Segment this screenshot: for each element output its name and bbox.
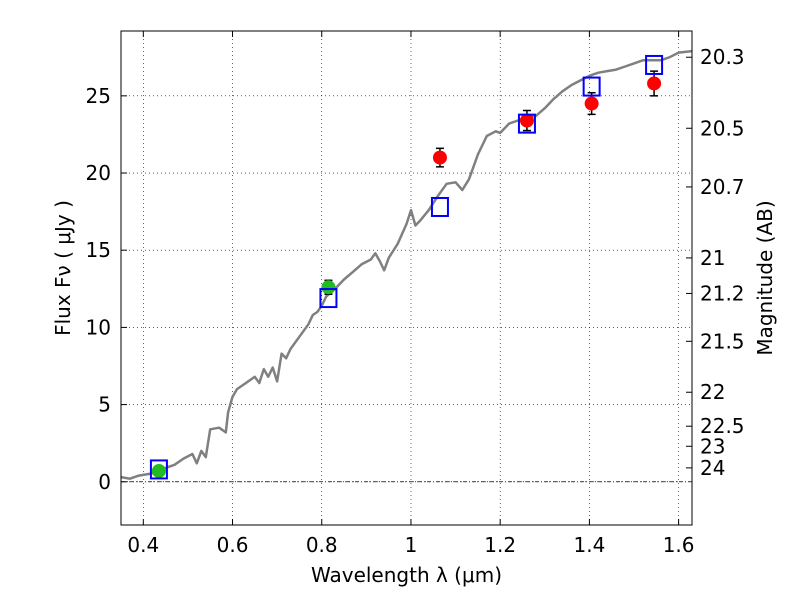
x-tick-label: 0.4: [127, 533, 159, 557]
observed-point: [584, 96, 599, 111]
axis-ticks: 0.4 0.6 0.8 1 1.2 1.4 1.6 0 5 10 15 20 25 20.3 20.5 20.…: [86, 31, 745, 557]
y-tick-label: 15: [86, 238, 111, 262]
y-tick-label: 10: [86, 315, 111, 339]
model-photometry-square: [430, 196, 449, 217]
y2-tick-label: 20.3: [700, 45, 745, 69]
model-photometry-square: [517, 113, 536, 134]
x-axis-title: Wavelength λ (μm): [311, 563, 502, 587]
y2-tick-label: 20.5: [700, 116, 745, 140]
y-tick-label: 5: [98, 393, 111, 417]
y2-tick-label: 21.5: [700, 329, 745, 353]
y-tick-label: 20: [86, 161, 111, 185]
y2-tick-label: 20.7: [700, 175, 745, 199]
y-axis-title: Flux Fν ( μJy ): [51, 200, 75, 336]
observed-point: [432, 150, 447, 165]
x-tick-label: 1.4: [573, 533, 605, 557]
observed-point: [519, 113, 534, 128]
observed-point: [151, 463, 166, 478]
observed-point: [321, 280, 336, 295]
y-tick-label: 0: [98, 470, 111, 494]
y2-tick-label: 21: [700, 246, 725, 270]
x-tick-label: 1.2: [484, 533, 516, 557]
y2-axis-title: Magnitude (AB): [753, 200, 777, 355]
model-photometry-square: [319, 288, 338, 309]
model-photometry-square: [645, 54, 664, 75]
x-tick-label: 0.8: [306, 533, 338, 557]
y2-tick-label: 24: [700, 456, 725, 480]
x-tick-label: 1.6: [663, 533, 695, 557]
y2-tick-label: 21.2: [700, 281, 745, 305]
x-tick-label: 0.6: [217, 533, 249, 557]
model-photometry-square: [149, 459, 168, 480]
y-tick-label: 25: [86, 84, 111, 108]
observed-point: [647, 76, 662, 91]
model-sed-line: [120, 49, 693, 480]
x-tick-label: 1: [405, 533, 418, 557]
y2-tick-label: 22: [700, 380, 725, 404]
model-photometry-square: [582, 76, 601, 97]
plot-frame: [120, 30, 693, 526]
y2-tick-label: 23: [700, 434, 725, 458]
data-marks: [149, 54, 664, 480]
y2-tick-label: 22.5: [700, 414, 745, 438]
